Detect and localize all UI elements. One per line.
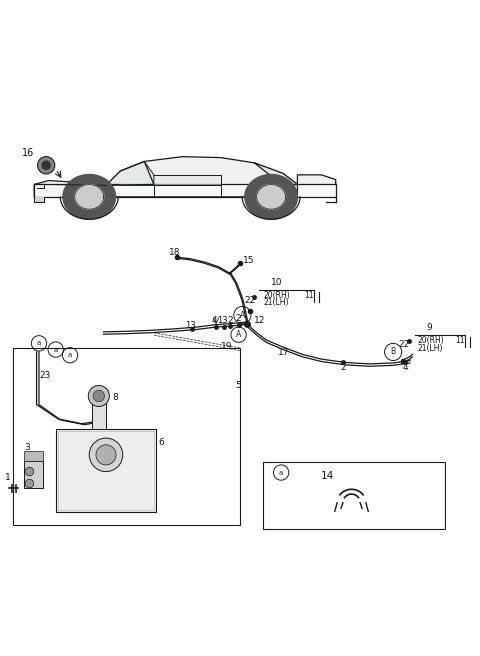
Text: 13: 13	[217, 316, 228, 325]
Text: 12: 12	[254, 316, 266, 325]
Text: a: a	[54, 346, 58, 352]
Polygon shape	[63, 174, 116, 219]
Text: 22: 22	[398, 340, 409, 349]
Text: 21(LH): 21(LH)	[417, 344, 443, 353]
Text: 21(LH): 21(LH)	[264, 298, 289, 307]
Bar	[12, 348, 240, 525]
Text: 10: 10	[271, 278, 283, 287]
Text: 19: 19	[221, 342, 232, 351]
Text: 14: 14	[321, 472, 334, 482]
Text: 2: 2	[340, 363, 346, 372]
Circle shape	[25, 467, 34, 476]
Text: B: B	[391, 348, 396, 356]
Circle shape	[88, 386, 109, 407]
Text: 20(RH): 20(RH)	[417, 337, 444, 346]
Text: 11: 11	[305, 291, 314, 300]
Circle shape	[25, 480, 34, 488]
Polygon shape	[106, 161, 154, 186]
Polygon shape	[75, 184, 104, 209]
Circle shape	[89, 438, 123, 472]
Text: 13: 13	[185, 321, 195, 330]
Text: A: A	[236, 330, 241, 339]
Text: 18: 18	[169, 248, 180, 257]
Bar	[92, 396, 106, 428]
Bar	[58, 431, 154, 510]
Text: 4: 4	[402, 363, 408, 372]
Text: 7: 7	[94, 504, 99, 513]
Text: 20(RH): 20(RH)	[264, 291, 291, 300]
Text: 15: 15	[243, 256, 254, 266]
Text: 16: 16	[22, 148, 35, 158]
Bar	[24, 461, 43, 488]
Text: 9: 9	[427, 323, 432, 333]
Text: A: A	[240, 310, 245, 319]
Text: 6: 6	[158, 438, 164, 447]
Circle shape	[93, 390, 105, 401]
Polygon shape	[34, 197, 44, 201]
Text: 22: 22	[245, 296, 256, 305]
Text: a: a	[68, 352, 72, 358]
Bar	[24, 451, 43, 461]
Text: 4: 4	[211, 316, 217, 325]
Polygon shape	[34, 180, 106, 197]
Text: 17: 17	[278, 348, 290, 358]
Text: 3: 3	[24, 443, 30, 452]
Circle shape	[37, 157, 55, 174]
Text: 2: 2	[235, 314, 241, 323]
Polygon shape	[254, 163, 298, 186]
Circle shape	[41, 161, 51, 170]
Text: a: a	[279, 470, 283, 476]
Polygon shape	[245, 174, 298, 219]
Polygon shape	[154, 175, 221, 186]
Bar	[56, 428, 156, 512]
Polygon shape	[34, 184, 336, 197]
Polygon shape	[257, 184, 286, 209]
Polygon shape	[106, 157, 298, 197]
Text: a: a	[37, 340, 41, 346]
Text: 2: 2	[227, 316, 233, 325]
Circle shape	[96, 445, 116, 465]
Text: 5: 5	[235, 381, 241, 390]
Bar	[263, 462, 445, 529]
Text: 1: 1	[4, 474, 10, 482]
Text: 8: 8	[112, 393, 118, 402]
Polygon shape	[120, 161, 154, 186]
Polygon shape	[298, 175, 336, 184]
Text: 11: 11	[456, 337, 465, 346]
Text: 23: 23	[39, 371, 50, 380]
